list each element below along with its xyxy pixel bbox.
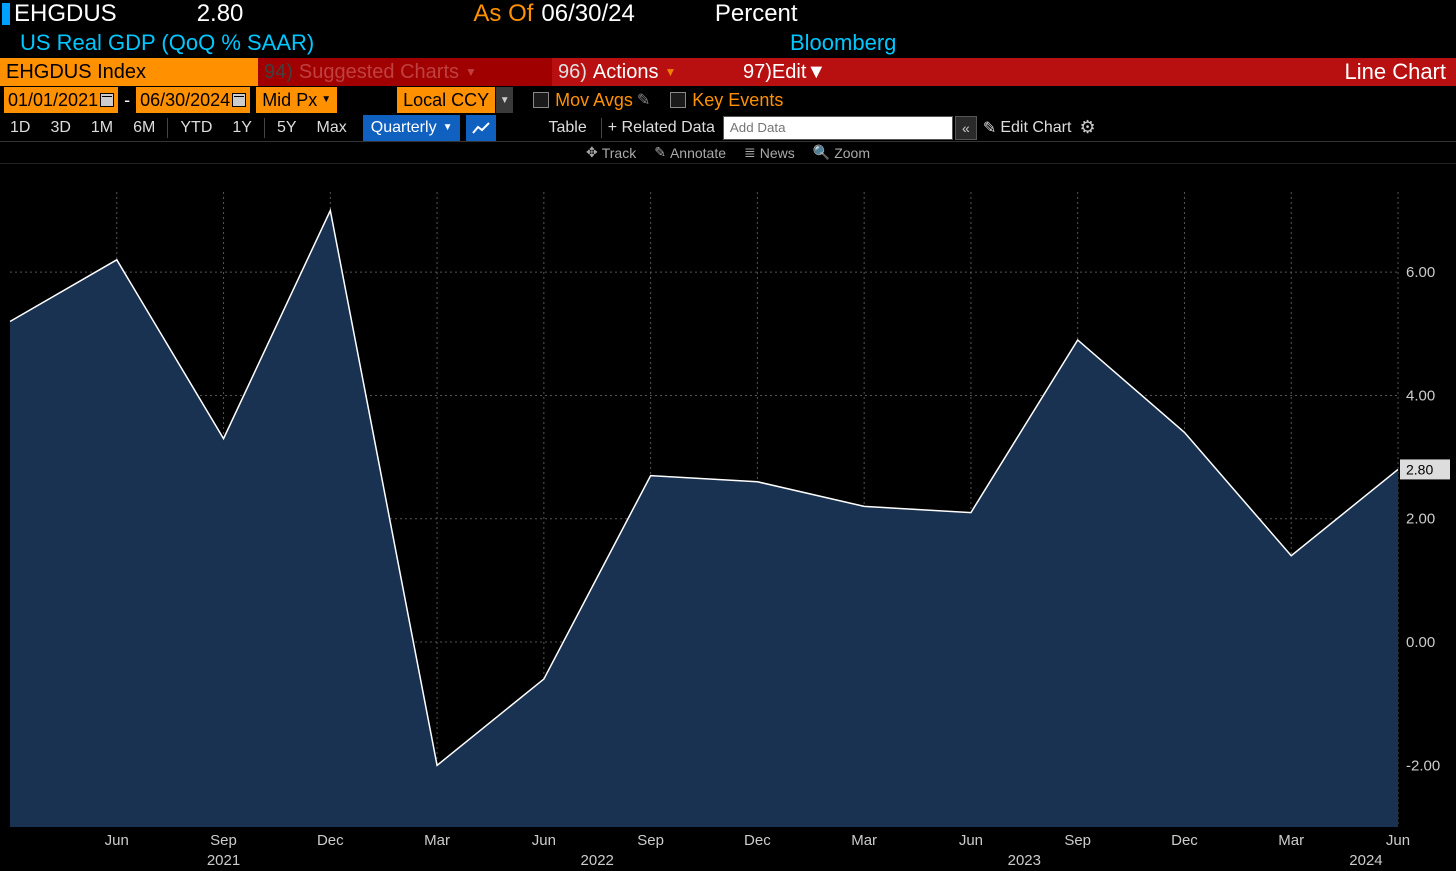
- chevron-down-icon: ▼: [443, 122, 453, 133]
- news-tool[interactable]: ≣ News: [744, 144, 795, 161]
- suggested-charts-button[interactable]: 94) Suggested Charts ▼: [258, 58, 552, 86]
- mov-avgs-checkbox[interactable]: [533, 92, 549, 108]
- date-to-input[interactable]: 06/30/2024: [136, 87, 250, 113]
- date-from-value: 01/01/2021: [8, 89, 98, 111]
- edit-label: Edit: [772, 58, 806, 86]
- ticker-symbol: EHGDUS: [14, 0, 117, 28]
- currency-select[interactable]: Local CCY: [397, 87, 495, 113]
- svg-text:Jun: Jun: [1386, 832, 1410, 849]
- range-toolbar: 1D3D1M6MYTD1Y5YMax Quarterly ▼ Table + R…: [0, 114, 1456, 142]
- svg-text:0.00: 0.00: [1406, 634, 1435, 651]
- chevron-down-icon: ▼: [321, 89, 331, 111]
- svg-text:Jun: Jun: [532, 832, 556, 849]
- chart-sub-toolbar: ✥ Track ✎ Annotate ≣ News 🔍 Zoom: [0, 142, 1456, 164]
- range-button-1y[interactable]: 1Y: [222, 115, 262, 141]
- annotate-label: Annotate: [670, 145, 726, 161]
- currency-value: Local CCY: [403, 89, 489, 111]
- range-button-max[interactable]: Max: [307, 115, 357, 141]
- price-field-value: Mid Px: [262, 89, 317, 111]
- svg-text:Mar: Mar: [424, 832, 450, 849]
- calendar-icon[interactable]: [232, 93, 246, 107]
- date-range-dash: -: [124, 90, 130, 111]
- svg-text:Dec: Dec: [1171, 832, 1198, 849]
- svg-text:2.80: 2.80: [1406, 461, 1433, 477]
- gear-icon[interactable]: ⚙: [1079, 117, 1095, 138]
- period-value: Quarterly: [371, 119, 437, 137]
- chart-mode-button[interactable]: [466, 115, 496, 141]
- annotate-tool[interactable]: ✎ Annotate: [654, 144, 726, 161]
- chevron-down-icon: ▼: [665, 58, 677, 86]
- svg-text:Sep: Sep: [210, 832, 237, 849]
- svg-text:Jun: Jun: [959, 832, 983, 849]
- edit-chart-label: Edit Chart: [1000, 119, 1071, 137]
- chevron-down-icon: ▼: [465, 58, 477, 86]
- actions-label: Actions: [593, 58, 659, 86]
- menu-bar: EHGDUS Index 94) Suggested Charts ▼ 96) …: [0, 58, 1456, 86]
- svg-text:-2.00: -2.00: [1406, 757, 1440, 774]
- menu-num-96: 96): [558, 58, 587, 86]
- chart-area[interactable]: -2.00 0.00 2.00 4.00 6.00 Jun Sep Dec Mar Jun Sep D…: [0, 192, 1456, 871]
- header-row-2: US Real GDP (QoQ % SAAR) Bloomberg: [0, 28, 1456, 58]
- range-button-ytd[interactable]: YTD: [170, 115, 222, 141]
- filter-bar: 01/01/2021 - 06/30/2024 Mid Px ▼ Local C…: [0, 86, 1456, 114]
- header-row-1: EHGDUS 2.80 As Of 06/30/24 Percent: [0, 0, 1456, 28]
- pencil-icon[interactable]: ✎: [637, 90, 650, 110]
- date-from-input[interactable]: 01/01/2021: [4, 87, 118, 113]
- news-label: News: [760, 145, 795, 161]
- key-events-label: Key Events: [692, 90, 783, 111]
- svg-text:6.00: 6.00: [1406, 264, 1435, 281]
- period-select[interactable]: Quarterly ▼: [363, 115, 461, 141]
- price-field-select[interactable]: Mid Px ▼: [256, 87, 337, 113]
- index-selector[interactable]: EHGDUS Index: [0, 58, 258, 86]
- chart-type-label: Line Chart: [861, 58, 1456, 86]
- date-to-value: 06/30/2024: [140, 89, 230, 111]
- svg-text:2021: 2021: [207, 852, 240, 869]
- svg-text:Jun: Jun: [105, 832, 129, 849]
- table-button[interactable]: Table: [536, 115, 598, 141]
- as-of-label: As Of: [473, 0, 533, 28]
- suggested-charts-label: Suggested Charts: [299, 58, 459, 86]
- track-tool[interactable]: ✥ Track: [586, 144, 636, 161]
- unit-label: Percent: [715, 0, 798, 28]
- data-source-label: Bloomberg: [790, 30, 896, 56]
- svg-text:Dec: Dec: [744, 832, 771, 849]
- as-of-date: 06/30/24: [541, 0, 634, 28]
- range-button-5y[interactable]: 5Y: [267, 115, 307, 141]
- svg-text:4.00: 4.00: [1406, 387, 1435, 404]
- series-title: US Real GDP (QoQ % SAAR): [20, 30, 314, 56]
- svg-text:2023: 2023: [1008, 852, 1041, 869]
- range-button-1m[interactable]: 1M: [81, 115, 123, 141]
- add-data-input[interactable]: [723, 116, 953, 140]
- svg-text:Sep: Sep: [637, 832, 664, 849]
- svg-text:2022: 2022: [581, 852, 614, 869]
- collapse-left-icon[interactable]: «: [955, 116, 977, 140]
- track-label: Track: [602, 145, 636, 161]
- svg-text:Sep: Sep: [1064, 832, 1091, 849]
- pencil-icon: ✎: [983, 118, 996, 138]
- edit-button[interactable]: 97) Edit ▼: [737, 58, 861, 86]
- line-chart-icon: [472, 121, 490, 135]
- svg-text:2024: 2024: [1349, 852, 1382, 869]
- range-button-1d[interactable]: 1D: [0, 115, 40, 141]
- svg-text:Mar: Mar: [851, 832, 877, 849]
- menu-num-94: 94): [264, 58, 293, 86]
- mov-avgs-label: Mov Avgs: [555, 90, 633, 111]
- svg-text:Dec: Dec: [317, 832, 344, 849]
- edit-chart-button[interactable]: ✎ Edit Chart: [983, 118, 1072, 138]
- chevron-down-icon: ▼: [806, 58, 826, 86]
- svg-text:Mar: Mar: [1278, 832, 1304, 849]
- svg-text:2.00: 2.00: [1406, 511, 1435, 528]
- zoom-tool[interactable]: 🔍 Zoom: [813, 144, 870, 161]
- range-button-6m[interactable]: 6M: [123, 115, 165, 141]
- ticker-color-bar: [2, 3, 10, 25]
- range-button-3d[interactable]: 3D: [40, 115, 80, 141]
- menu-num-97: 97): [743, 58, 772, 86]
- related-data-button[interactable]: + Related Data: [604, 115, 719, 141]
- zoom-label: Zoom: [834, 145, 870, 161]
- calendar-icon[interactable]: [100, 93, 114, 107]
- key-events-checkbox[interactable]: [670, 92, 686, 108]
- actions-button[interactable]: 96) Actions ▼: [552, 58, 737, 86]
- ticker-last-value: 2.80: [197, 0, 244, 28]
- currency-dropdown-toggle[interactable]: ▼: [495, 87, 513, 113]
